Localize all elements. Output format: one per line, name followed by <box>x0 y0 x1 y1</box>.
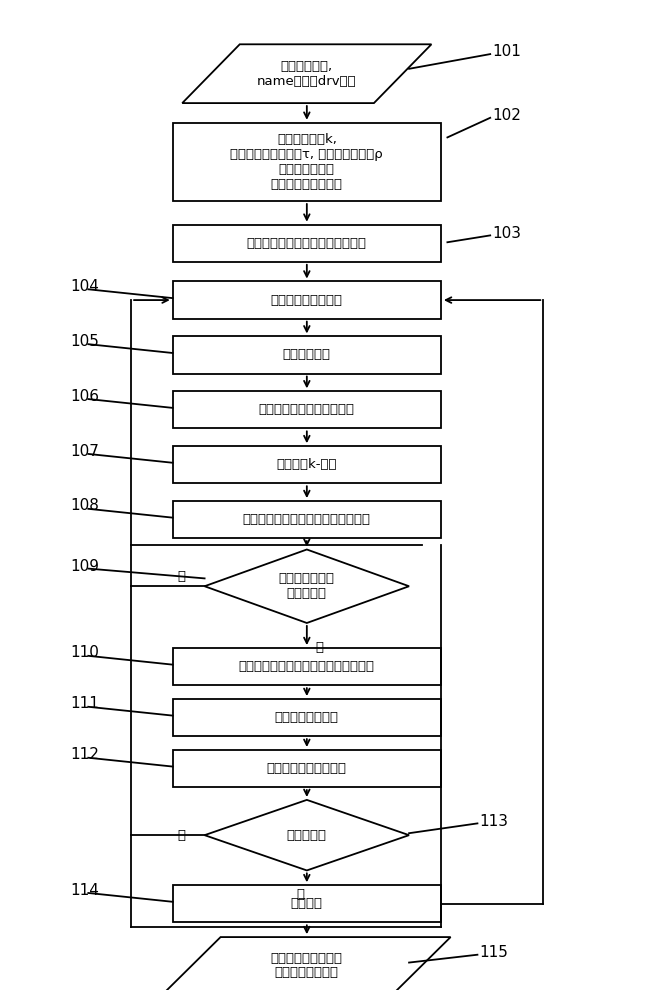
Text: 取全局最大块: 取全局最大块 <box>283 348 331 361</box>
FancyBboxPatch shape <box>173 699 441 736</box>
Text: 否: 否 <box>316 641 323 654</box>
Text: 是: 是 <box>177 570 185 583</box>
Text: 基于最大特征向量中心性选出最优割集: 基于最大特征向量中心性选出最优割集 <box>239 660 375 673</box>
Text: 输入驱动矩阵,
name向量，drv向量: 输入驱动矩阵, name向量，drv向量 <box>257 60 357 88</box>
Text: 执行划分: 执行划分 <box>291 897 323 910</box>
Text: 111: 111 <box>70 696 99 711</box>
FancyBboxPatch shape <box>173 123 441 201</box>
Text: 通过约束条件弃弃位于图边缘的割集: 通过约束条件弃弃位于图边缘的割集 <box>243 513 371 526</box>
Text: 109: 109 <box>70 559 99 574</box>
Polygon shape <box>205 800 409 870</box>
Text: 115: 115 <box>479 945 508 960</box>
FancyBboxPatch shape <box>173 446 441 483</box>
Text: 更新全局块存储变量: 更新全局块存储变量 <box>271 294 343 307</box>
Text: 否: 否 <box>177 829 185 842</box>
FancyBboxPatch shape <box>173 885 441 922</box>
Text: 输出划分后各块的顶
点向量和邻接矩阵: 输出划分后各块的顶 点向量和邻接矩阵 <box>271 952 343 980</box>
Text: 降维加权并退化为其基础图: 降维加权并退化为其基础图 <box>259 403 355 416</box>
Text: 104: 104 <box>70 279 99 294</box>
Text: 不存在满足约束
条件的割集: 不存在满足约束 条件的割集 <box>279 572 335 600</box>
Polygon shape <box>205 549 409 623</box>
Text: 基于有向图弱连通性进行首次划分: 基于有向图弱连通性进行首次划分 <box>247 237 367 250</box>
Text: 102: 102 <box>492 108 521 123</box>
Text: 110: 110 <box>70 645 99 660</box>
Text: 103: 103 <box>492 226 521 241</box>
Text: 112: 112 <box>70 747 99 762</box>
FancyBboxPatch shape <box>173 391 441 428</box>
Text: 105: 105 <box>70 334 99 349</box>
Text: 寻找全部k-割集: 寻找全部k-割集 <box>276 458 337 471</box>
FancyBboxPatch shape <box>173 501 441 538</box>
Polygon shape <box>163 937 451 994</box>
FancyBboxPatch shape <box>173 336 441 374</box>
Text: 确定最少切边组合: 确定最少切边组合 <box>275 711 339 724</box>
Text: 确定具体断开的连接线: 确定具体断开的连接线 <box>267 762 347 775</box>
Text: 是有效划分: 是有效划分 <box>287 829 327 842</box>
Text: 108: 108 <box>70 498 99 513</box>
FancyBboxPatch shape <box>173 225 441 262</box>
FancyBboxPatch shape <box>173 281 441 319</box>
Text: 设置割集参数k,
子块顶点数比例阈值τ, 顶点中心性阈值ρ
驱动矩阵预处理
创建全局块存储变量: 设置割集参数k, 子块顶点数比例阈值τ, 顶点中心性阈值ρ 驱动矩阵预处理 创建… <box>230 133 383 191</box>
Text: 101: 101 <box>492 44 521 59</box>
FancyBboxPatch shape <box>173 648 441 685</box>
Text: 113: 113 <box>479 814 509 829</box>
Text: 106: 106 <box>70 389 99 404</box>
Text: 107: 107 <box>70 444 99 458</box>
Text: 是: 是 <box>297 888 304 901</box>
FancyBboxPatch shape <box>173 750 441 787</box>
Polygon shape <box>183 44 432 103</box>
Text: 114: 114 <box>70 883 99 898</box>
